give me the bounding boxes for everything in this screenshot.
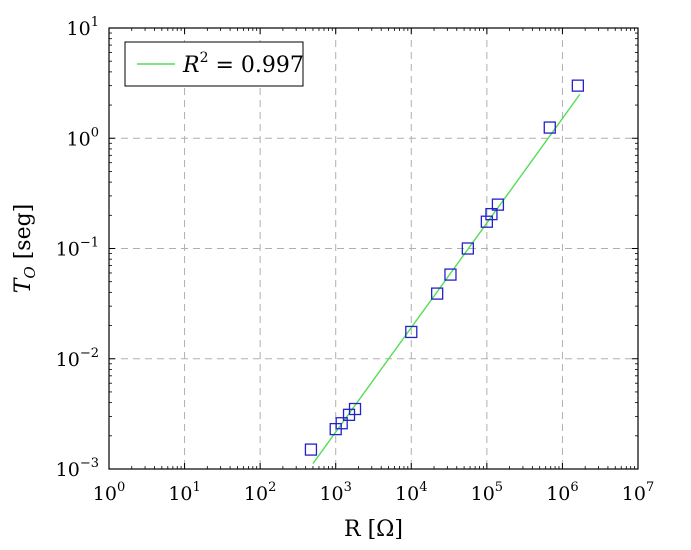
data-point-square [348,402,362,416]
data-point-square [491,198,505,211]
y-tick-label: 10−2 [56,346,99,371]
x-tick-label: 106 [546,480,578,505]
x-tick-labels: 100 101 102 103 104 105 106 107 [93,480,654,505]
data-point-square [431,287,444,300]
y-tick-labels: 10−3 10−2 10−1 100 101 [56,15,99,481]
fit-line [312,93,581,464]
y-tick-label: 100 [67,125,99,150]
axis-ticks [108,27,639,470]
x-tick-label: 107 [622,480,654,505]
fit-line-layer [312,93,581,464]
x-tick-label: 105 [471,480,503,505]
legend-label: R2 = 0.997 [182,50,304,78]
x-tick-label: 100 [93,480,125,505]
data-point-square [485,207,498,221]
data-point-square [571,79,585,92]
data-points [304,79,585,456]
data-point-square [461,242,474,255]
data-point-square [405,325,418,339]
data-point-square [543,121,556,134]
data-point-square [335,417,348,430]
y-tick-label: 10−1 [56,236,99,261]
data-point-square [480,215,494,228]
y-tick-label: 10−3 [56,456,99,481]
x-tick-label: 103 [319,480,351,505]
data-point-square [304,443,318,456]
grid [109,28,638,469]
y-axis-title: TO [seg] [11,204,39,294]
x-axis-title: R [Ω] [344,517,403,542]
x-tick-label: 101 [168,480,200,505]
x-tick-label: 104 [395,480,427,505]
x-tick-label: 102 [244,480,276,505]
y-tick-label: 101 [67,15,99,40]
data-point-square [444,268,457,281]
legend: R2 = 0.997 [124,41,304,87]
